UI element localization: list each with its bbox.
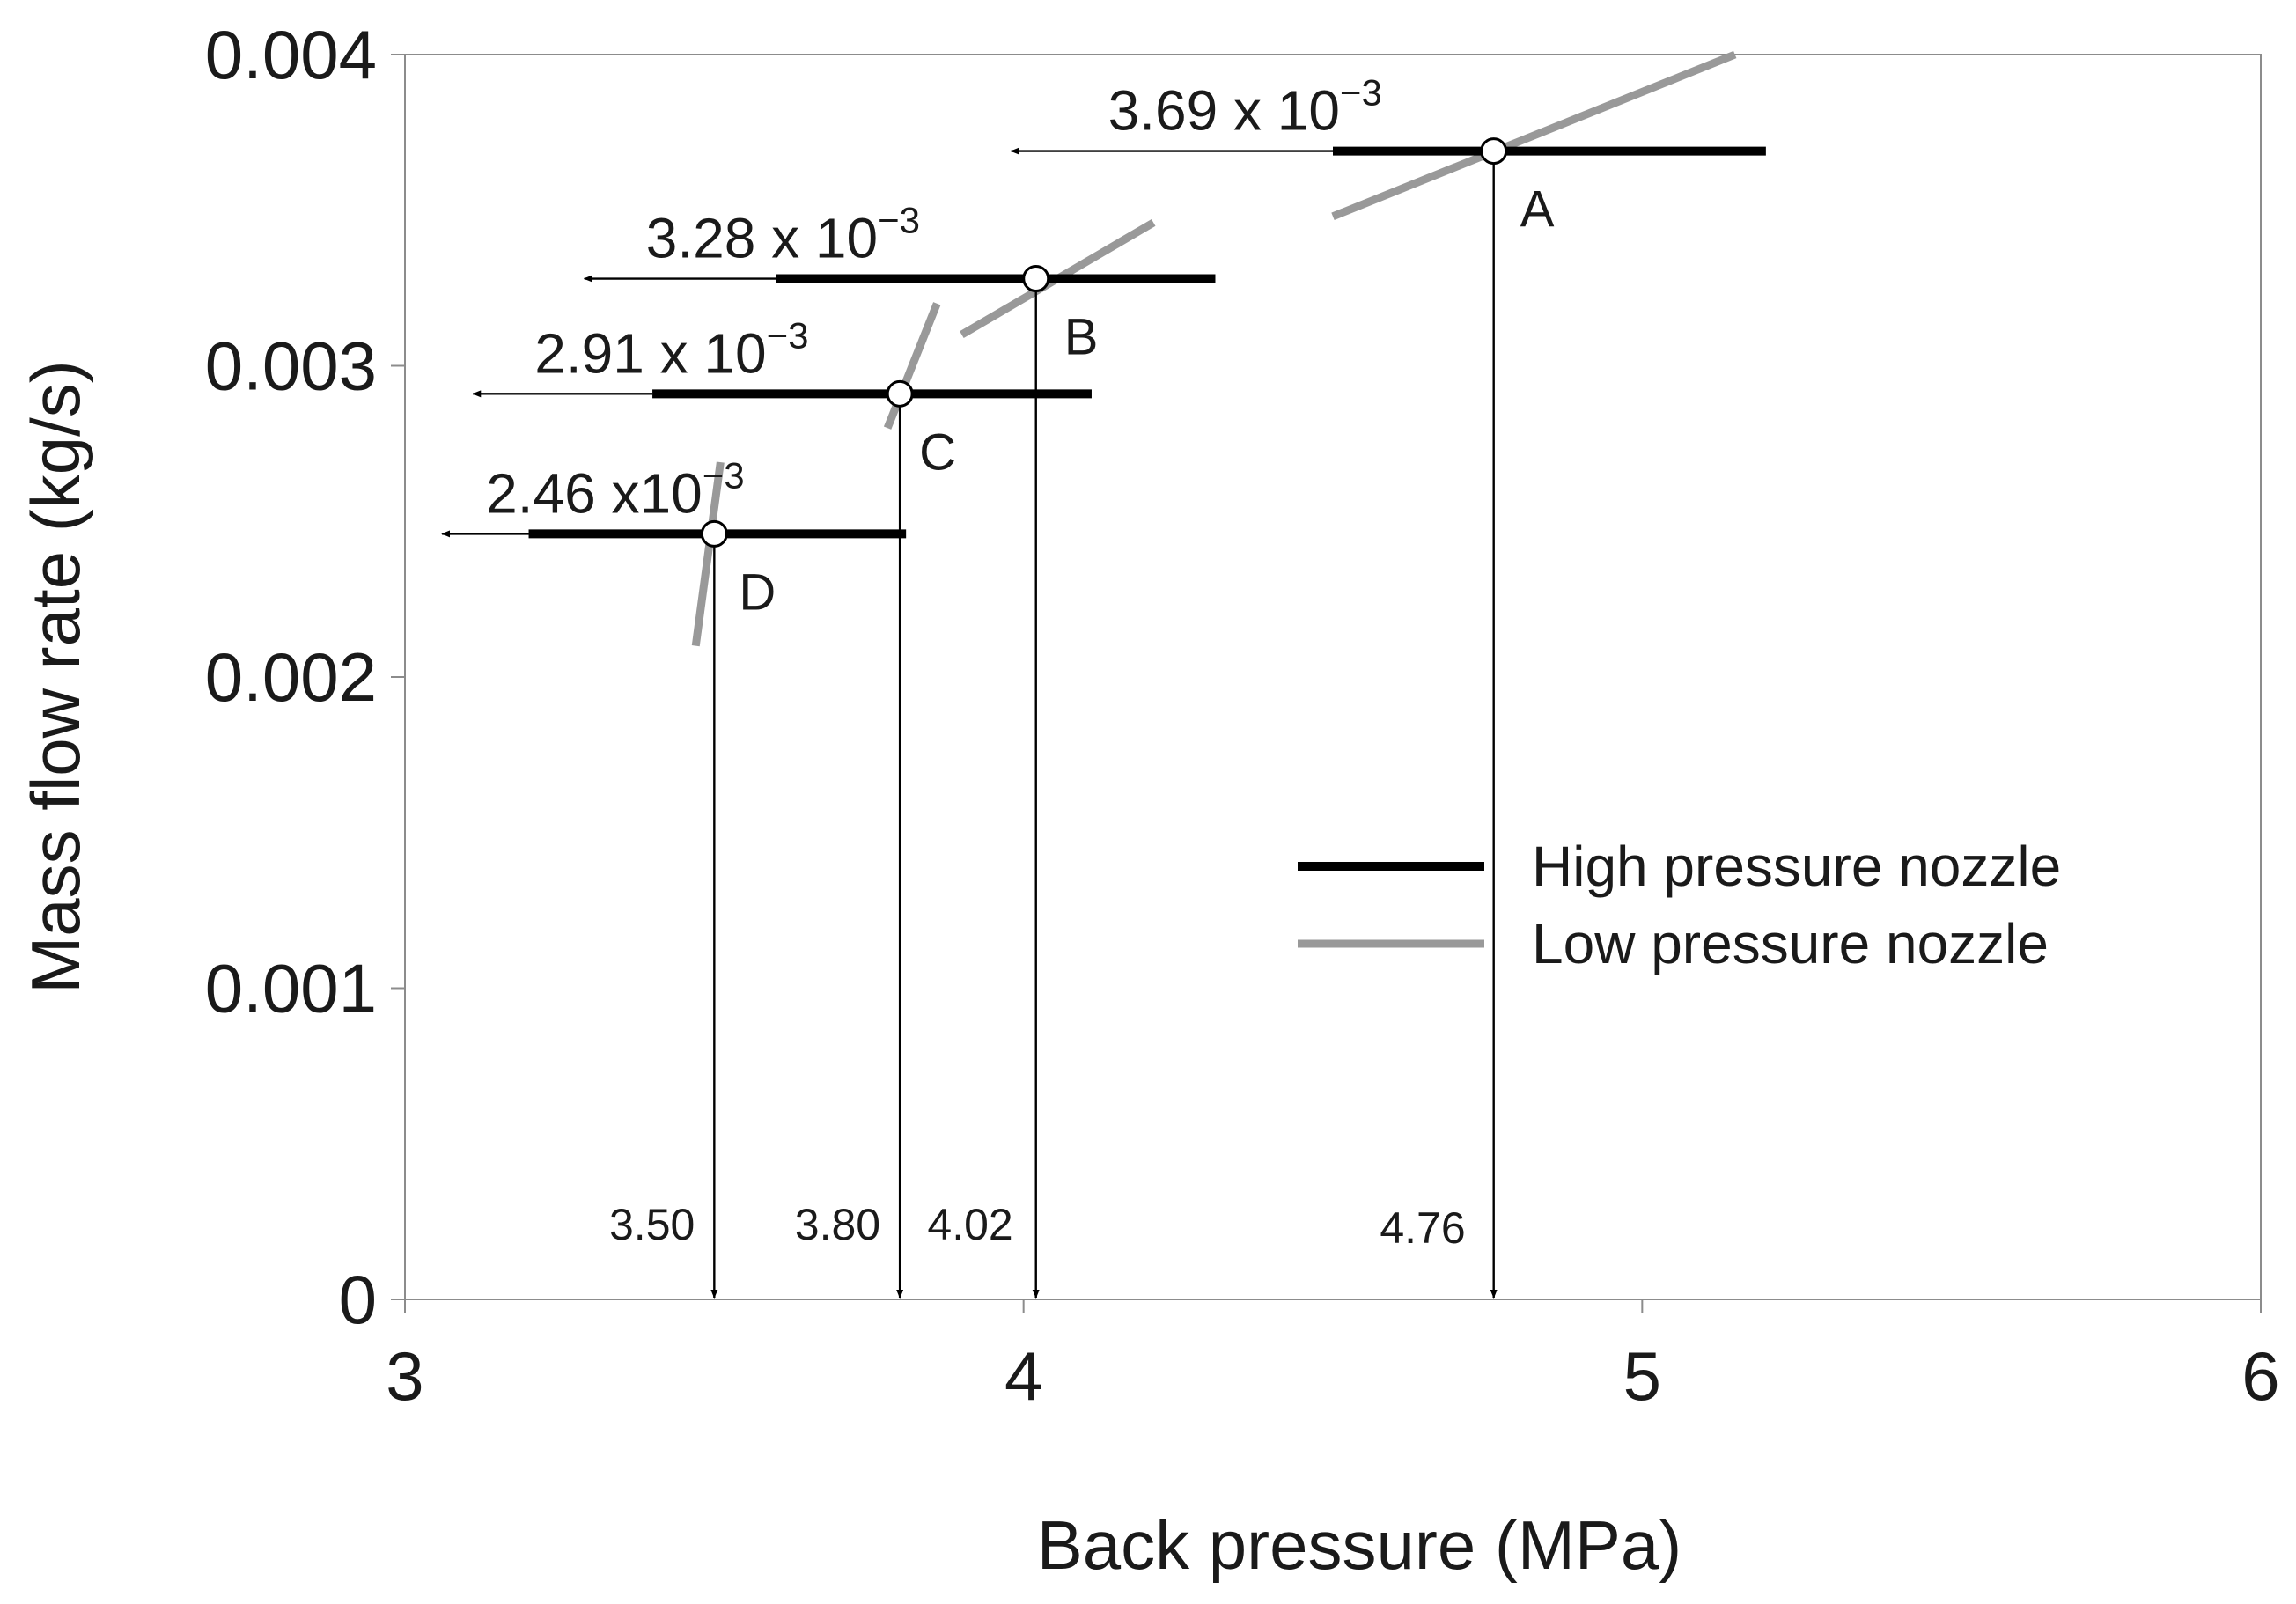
pressure-value-c: 3.80 [795,1200,880,1249]
y-tick-label: 0.004 [205,16,377,93]
x-axis-title: Back pressure (MPa) [1037,1506,1682,1584]
y-tick-label: 0.002 [205,638,377,716]
low-pressure-segment-c [883,302,941,430]
point-label-d: D [739,563,776,621]
operating-point-d [700,519,728,548]
pressure-value-b: 4.02 [927,1200,1012,1249]
flow-rate-label-b: 3.28 x 10−3 [646,200,920,270]
operating-point-a [1480,137,1508,166]
x-tick-label: 4 [1004,1337,1042,1415]
y-tick-label: 0 [339,1261,377,1338]
x-tick-label: 3 [386,1337,423,1415]
x-tick-label: 6 [2241,1337,2279,1415]
low-pressure-segment-a [1331,50,1737,220]
legend-label-high-pressure: High pressure nozzle [1532,835,2061,898]
low-pressure-segment-d [691,461,725,647]
y-tick-label: 0.001 [205,950,377,1027]
point-label-c: C [919,423,956,481]
point-label-a: A [1520,181,1555,239]
operating-point-b [1022,265,1050,293]
flow-rate-label-c: 2.91 x 10−3 [534,314,808,385]
flow-rate-label-a: 3.69 x 10−3 [1108,72,1382,143]
y-axis-title: Mass flow rate (kg/s) [17,360,94,993]
x-tick-label: 5 [1623,1337,1661,1415]
y-tick-label: 0.003 [205,327,377,405]
operating-point-c [886,379,914,408]
pressure-value-a: 4.76 [1380,1203,1465,1253]
flow-rate-label-d: 2.46 x10−3 [486,454,744,525]
pressure-value-d: 3.50 [609,1200,695,1249]
legend-label-low-pressure: Low pressure nozzle [1532,912,2049,975]
point-label-b: B [1064,309,1099,366]
